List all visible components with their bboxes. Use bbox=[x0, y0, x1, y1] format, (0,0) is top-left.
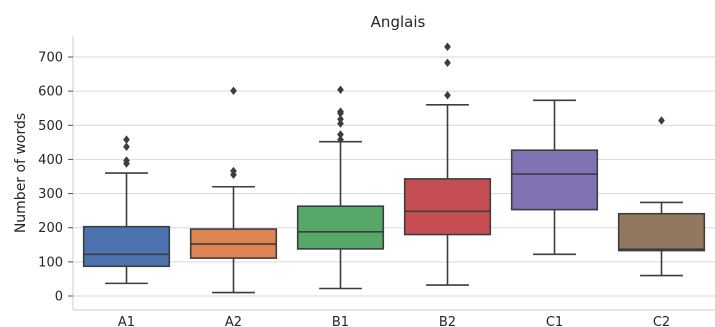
y-tick-label: 600 bbox=[38, 85, 63, 100]
box-c1 bbox=[510, 99, 599, 256]
x-tick-label: A2 bbox=[225, 315, 242, 327]
outlier-point bbox=[337, 130, 344, 139]
y-tick-label: 0 bbox=[55, 290, 63, 305]
y-tick-labels: 0 100 200 300 400 500 600 700 bbox=[38, 51, 73, 305]
box-iqr bbox=[82, 225, 171, 268]
box-iqr bbox=[403, 178, 492, 236]
x-tick-labels: A1 A2 B1 B2 C1 C2 bbox=[118, 315, 670, 327]
box-iqr bbox=[617, 212, 706, 252]
y-axis-label: Number of words bbox=[13, 113, 29, 233]
y-tick-label: 200 bbox=[38, 221, 63, 236]
chart-title: Anglais bbox=[371, 13, 426, 31]
y-tick-label: 100 bbox=[38, 255, 63, 270]
outlier-point bbox=[444, 58, 451, 68]
x-tick-label: C2 bbox=[653, 315, 670, 327]
outlier-point bbox=[230, 166, 237, 176]
box-b2 bbox=[403, 42, 492, 286]
outlier-point bbox=[337, 114, 344, 124]
box-c2 bbox=[617, 116, 706, 277]
y-tick-label: 400 bbox=[38, 153, 63, 168]
x-tick-label: B2 bbox=[439, 315, 456, 327]
y-tick-label: 700 bbox=[38, 51, 63, 66]
outlier-point bbox=[337, 85, 344, 94]
grid-lines bbox=[73, 56, 715, 297]
outlier-point bbox=[230, 86, 237, 96]
outlier-point bbox=[123, 142, 130, 151]
outlier-point bbox=[658, 116, 665, 125]
axes bbox=[72, 36, 715, 311]
outlier-point bbox=[444, 91, 451, 100]
y-tick-label: 300 bbox=[38, 187, 63, 202]
box-a2 bbox=[189, 86, 278, 294]
outlier-point bbox=[444, 42, 451, 51]
y-tick-label: 500 bbox=[38, 119, 63, 134]
x-tick-label: B1 bbox=[332, 315, 349, 327]
box-iqr bbox=[510, 149, 599, 211]
box-iqr bbox=[296, 205, 385, 250]
outlier-point bbox=[123, 135, 130, 144]
x-tick-label: C1 bbox=[546, 315, 563, 327]
x-tick-label: A1 bbox=[118, 315, 135, 327]
box-a1 bbox=[82, 135, 171, 285]
boxes bbox=[82, 42, 706, 294]
outlier-point bbox=[337, 119, 344, 128]
box-b1 bbox=[296, 85, 385, 290]
outlier-point bbox=[123, 156, 130, 165]
outlier-point bbox=[337, 135, 344, 144]
outlier-point bbox=[337, 107, 344, 116]
